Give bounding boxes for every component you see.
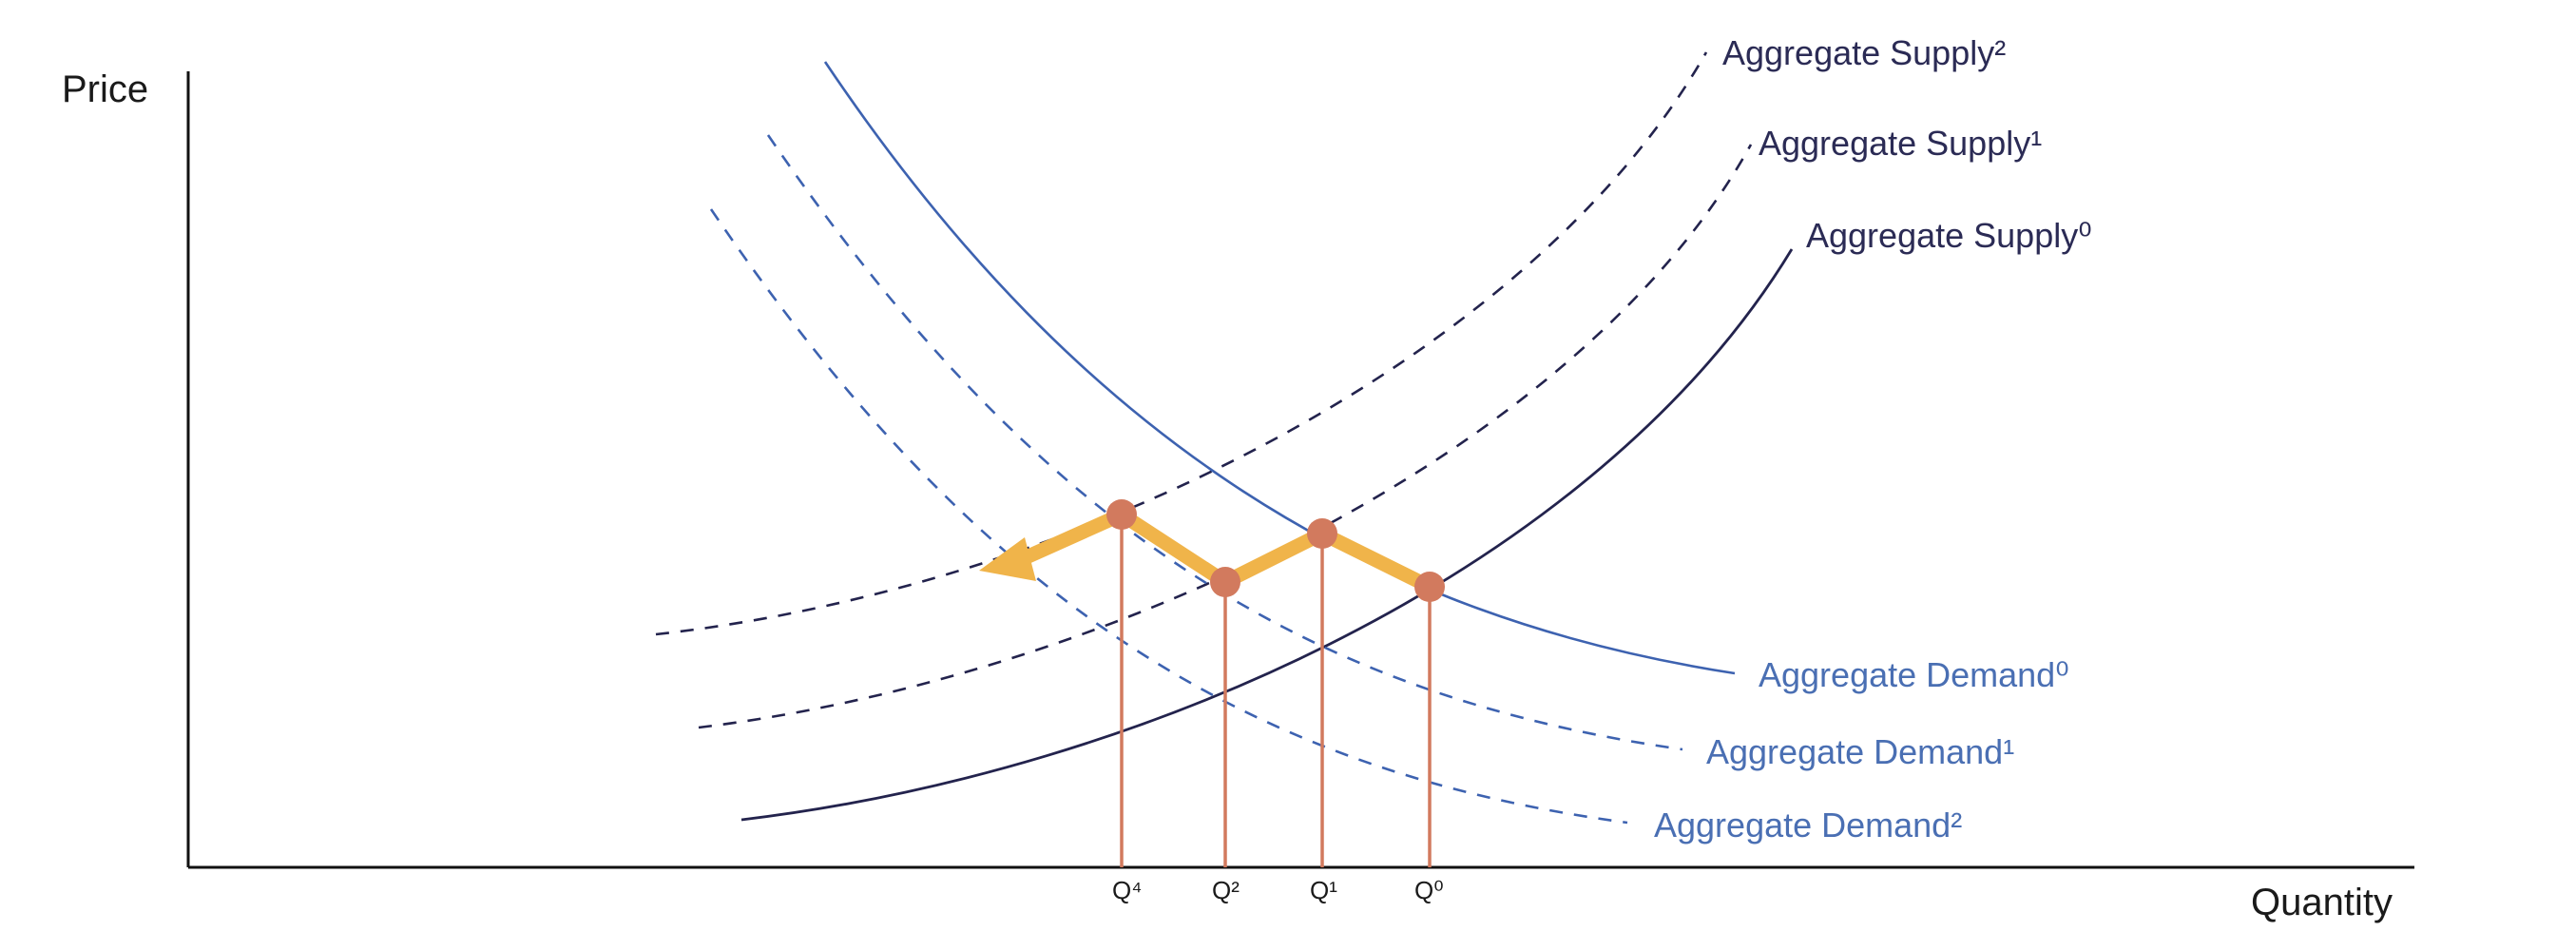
aggregate-demand-1-curve bbox=[766, 134, 1683, 751]
equilibrium-point-q4 bbox=[1106, 499, 1137, 530]
q2-label: Q² bbox=[1212, 876, 1240, 904]
aggregate-demand-0-curve bbox=[823, 61, 1736, 675]
equilibrium-point-q2 bbox=[1210, 567, 1240, 597]
q1-label: Q¹ bbox=[1310, 876, 1337, 904]
q4-label: Q⁴ bbox=[1112, 876, 1142, 904]
aggregate-supply-2-label: Aggregate Supply² bbox=[1722, 33, 2006, 72]
aggregate-supply-2-curve bbox=[655, 51, 1708, 636]
aggregate-demand-1-label: Aggregate Demand¹ bbox=[1706, 732, 2014, 771]
aggregate-demand-0-label: Aggregate Demand⁰ bbox=[1759, 655, 2069, 694]
aggregate-demand-2-label: Aggregate Demand² bbox=[1654, 806, 1962, 845]
equilibrium-point-q0 bbox=[1414, 572, 1445, 602]
adjustment-arrowhead bbox=[979, 537, 1036, 581]
aggregate-supply-1-label: Aggregate Supply¹ bbox=[1759, 124, 2042, 163]
aggregate-supply-1-curve bbox=[698, 144, 1753, 729]
aggregate-supply-0-curve bbox=[740, 248, 1794, 822]
equilibrium-point-q1 bbox=[1307, 518, 1337, 549]
y-axis-label: Price bbox=[62, 68, 148, 110]
aggregate-supply-0-label: Aggregate Supply⁰ bbox=[1806, 216, 2092, 255]
aggregate-demand-2-curve bbox=[709, 208, 1628, 825]
x-axis-label: Quantity bbox=[2251, 882, 2393, 923]
q0-label: Q⁰ bbox=[1414, 876, 1444, 904]
